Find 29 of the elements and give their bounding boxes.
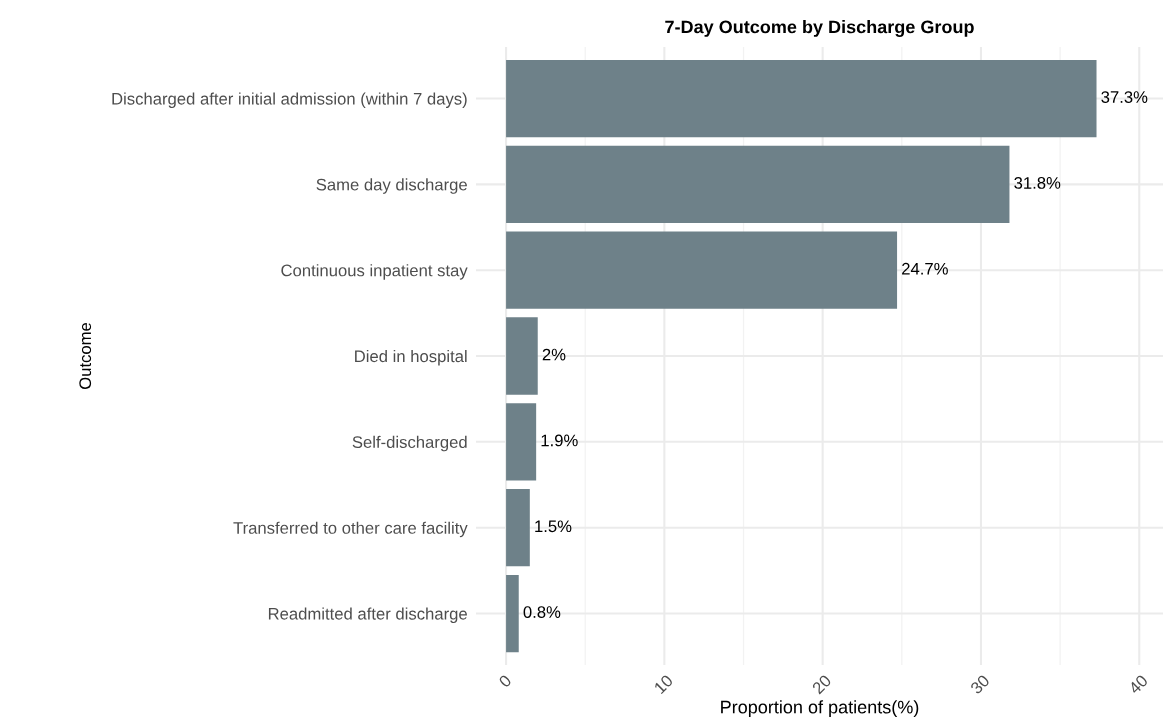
data-label: 31.8%	[1014, 177, 1061, 189]
x-tick-label: 30	[969, 674, 991, 695]
bar	[506, 574, 519, 653]
y-tick-label: Discharged after initial admission (within 7 days)	[112, 92, 467, 108]
bar	[506, 59, 1097, 138]
x-tick-label: 0	[498, 674, 513, 689]
y-tick-label: Same day discharge	[316, 178, 467, 194]
x-tick-label: 10	[653, 674, 674, 695]
bar	[506, 317, 538, 395]
data-label: 2%	[542, 348, 566, 361]
y-tick-label: Died in hospital	[355, 349, 467, 366]
data-label: 24.7%	[902, 262, 948, 275]
bar	[506, 489, 530, 567]
x-axis-title: Proportion of patients(%)	[721, 700, 919, 718]
bar	[506, 403, 537, 481]
data-label: 1.5%	[535, 520, 572, 533]
x-tick-label: 40	[1127, 674, 1149, 695]
bar	[506, 145, 1010, 223]
bar	[506, 231, 898, 309]
y-tick-label: Readmitted after discharge	[268, 607, 467, 623]
y-tick-label: Continuous inpatient stay	[281, 264, 468, 280]
data-label: 0.8%	[523, 606, 561, 618]
data-label: 37.3%	[1101, 91, 1148, 103]
data-label: 1.9%	[541, 434, 578, 447]
y-tick-label: Self-discharged	[352, 435, 467, 452]
y-axis-title: Outcome	[79, 322, 92, 390]
x-tick-label: 20	[811, 674, 832, 695]
chart-title: 7-Day Outcome by Discharge Group	[665, 20, 974, 37]
y-tick-label: Transferred to other care facility	[233, 521, 468, 538]
